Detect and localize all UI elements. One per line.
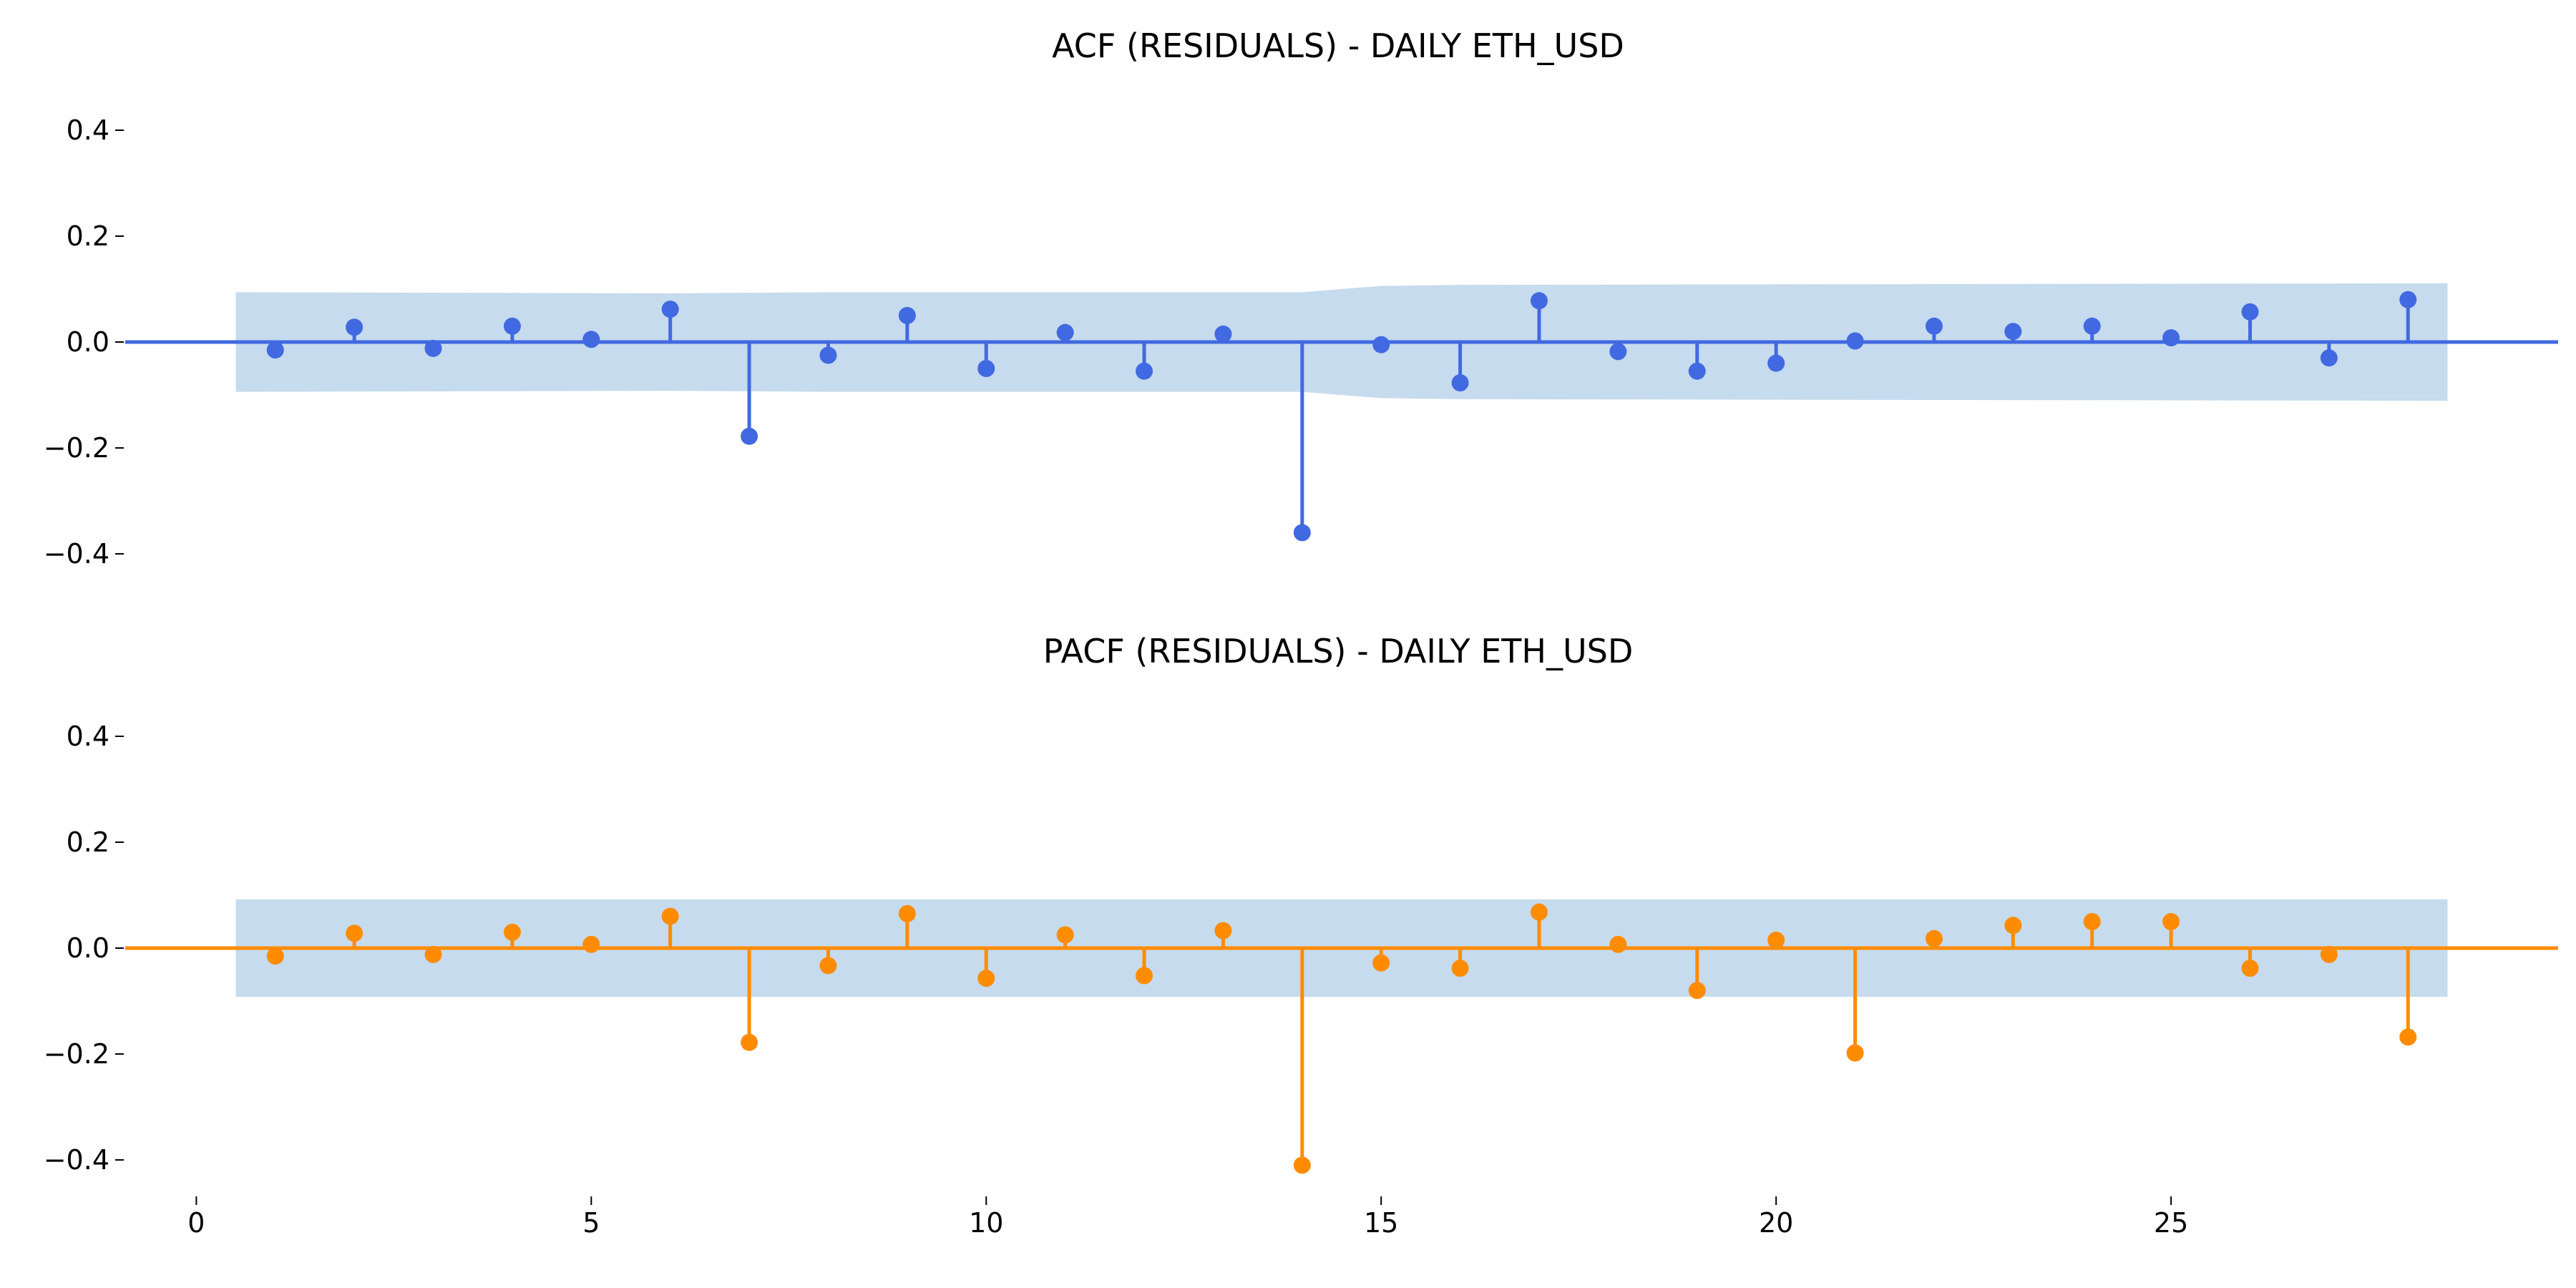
acf-point	[1136, 362, 1153, 380]
acf-point	[1214, 325, 1232, 343]
pacf-point	[266, 947, 284, 965]
acf-point	[582, 331, 600, 348]
acf-point	[1530, 292, 1548, 310]
pacf-title: PACF (RESIDUALS) - DAILY ETH_USD	[1043, 632, 1634, 670]
acf-point	[1767, 354, 1785, 372]
pacf-point	[741, 1033, 758, 1051]
pacf-x-tick-label: 10	[969, 1207, 1003, 1239]
pacf-y-axis: 0.4 0.2 0.0 −0.2 −0.4	[44, 721, 124, 1176]
pacf-y-tick-label: 0.2	[67, 826, 109, 858]
pacf-point	[819, 957, 837, 975]
pacf-point	[1056, 926, 1074, 944]
pacf-point	[1136, 967, 1153, 985]
pacf-point	[977, 970, 995, 987]
pacf-y-tick-label: −0.4	[44, 1144, 109, 1176]
acf-point	[1609, 343, 1627, 361]
pacf-x-tick-label: 20	[1759, 1207, 1793, 1239]
pacf-y-tick-label: 0.0	[67, 932, 109, 964]
pacf-point	[1214, 922, 1232, 940]
acf-point	[2162, 329, 2180, 347]
pacf-point	[2241, 960, 2259, 977]
pacf-point	[2399, 1028, 2417, 1046]
pacf-point	[1767, 931, 1785, 949]
pacf-point	[2004, 917, 2022, 935]
acf-stems	[125, 291, 2558, 542]
pacf-point	[503, 923, 521, 941]
acf-y-tick-label: 0.2	[67, 220, 109, 252]
acf-point	[2399, 291, 2417, 308]
pacf-point	[346, 924, 364, 942]
pacf-point	[1925, 930, 1943, 947]
pacf-point	[1846, 1044, 1864, 1062]
acf-point	[2320, 349, 2338, 367]
acf-point	[898, 307, 916, 324]
pacf-point	[2083, 913, 2101, 930]
pacf-point	[1688, 982, 1706, 1000]
acf-point	[977, 360, 995, 377]
acf-point	[2083, 317, 2101, 335]
pacf-x-tick-label: 25	[2154, 1207, 2188, 1239]
acf-point	[424, 339, 442, 357]
acf-point	[1451, 374, 1469, 391]
pacf-point	[661, 907, 679, 925]
acf-y-axis: 0.4 0.2 0.0 −0.2 −0.4	[44, 114, 124, 570]
acf-title: ACF (RESIDUALS) - DAILY ETH_USD	[1052, 26, 1624, 65]
acf-point	[1846, 332, 1864, 350]
pacf-point	[424, 945, 442, 963]
pacf-x-axis: 0 5 10 15 20 25	[187, 1196, 2188, 1239]
pacf-y-tick-label: −0.2	[44, 1038, 109, 1070]
acf-point	[1688, 362, 1706, 380]
pacf-stems	[125, 903, 2558, 1174]
pacf-y-tick-label: 0.4	[67, 721, 109, 752]
acf-point	[1293, 524, 1311, 542]
pacf-point	[2320, 945, 2338, 963]
pacf-x-tick-label: 0	[187, 1207, 205, 1239]
pacf-x-tick-label: 15	[1364, 1207, 1398, 1239]
acf-point	[346, 318, 364, 336]
acf-point	[1056, 323, 1074, 341]
acf-point	[1925, 317, 1943, 335]
acf-point	[1372, 336, 1390, 353]
acf-y-tick-label: 0.4	[67, 114, 109, 146]
pacf-point	[2162, 913, 2180, 930]
acf-point	[661, 301, 679, 318]
acf-point	[819, 346, 837, 364]
pacf-point	[1609, 935, 1627, 953]
pacf-point	[1293, 1156, 1311, 1174]
acf-panel: ACF (RESIDUALS) - DAILY ETH_USD 0.40.20.…	[44, 26, 2558, 570]
acf-y-tick-label: −0.2	[44, 432, 109, 464]
pacf-point	[582, 935, 600, 953]
acf-y-tick-label: 0.0	[67, 326, 109, 358]
pacf-point	[1530, 903, 1548, 921]
pacf-point	[898, 904, 916, 922]
acf-point	[503, 317, 521, 335]
pacf-panel: PACF (RESIDUALS) - DAILY ETH_USD 0.40.20…	[44, 632, 2558, 1239]
pacf-point	[1451, 960, 1469, 977]
pacf-x-tick-label: 5	[582, 1207, 600, 1239]
acf-point	[266, 341, 284, 359]
acf-point	[741, 427, 758, 445]
acf-point	[2241, 303, 2259, 321]
acf-point	[2004, 323, 2022, 341]
pacf-point	[1372, 954, 1390, 972]
acf-y-tick-label: −0.4	[44, 538, 109, 570]
